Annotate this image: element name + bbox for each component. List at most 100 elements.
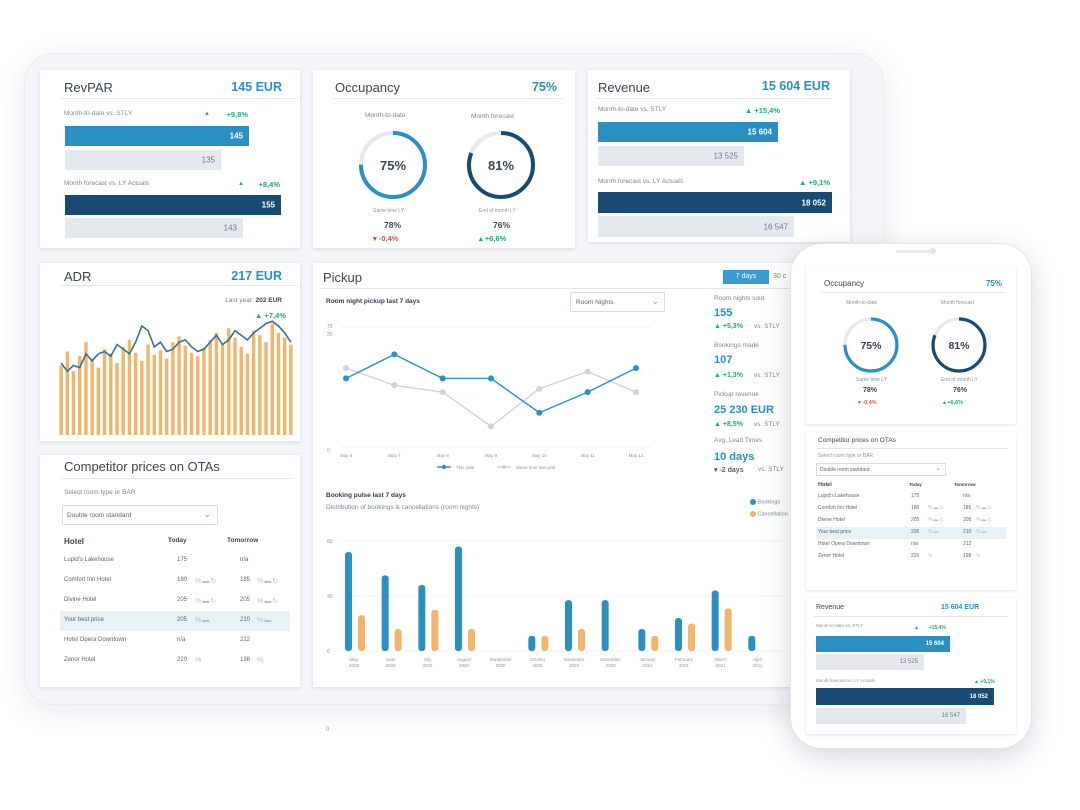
pulse-bar: [455, 546, 462, 651]
data-point: [488, 423, 494, 430]
revpar-mtd-bar[interactable]: 145: [65, 126, 249, 146]
revpar-fc-bar[interactable]: 155: [65, 195, 281, 215]
kpi-vs: vs. STLY: [754, 372, 780, 379]
booking-pulse-chart[interactable]: 80400May2020June2020July2020August2020Se…: [321, 531, 789, 683]
kpi-label: Room nights sold: [714, 295, 765, 302]
x-tick-label: November: [564, 657, 585, 662]
occ-fc-ring-text: 81%: [488, 158, 514, 173]
kpi-value: 25 230 EUR: [714, 404, 774, 416]
phone-sub2-change: ▴ +6,6%: [943, 400, 964, 406]
adr-bar: [171, 342, 175, 435]
adr-card[interactable]: ADR 217 EUR Last year: 202 EUR ▲ +7,4%: [40, 263, 300, 441]
tab-30-days[interactable]: 30 c: [773, 273, 787, 280]
data-point: [633, 365, 639, 372]
phone-occ-mtd-ring[interactable]: 75%: [841, 315, 901, 375]
adr-bar: [133, 352, 138, 435]
revenue-fc-label: Month forecast vs. LY Actuals: [598, 178, 684, 185]
table-row[interactable]: Hotel Opera Downtown n/a 212: [818, 541, 972, 547]
table-row[interactable]: Lupid's Lakehouse 175 n/a: [818, 493, 970, 499]
occ-fc-ring[interactable]: 81%: [464, 128, 538, 202]
table-row-highlight[interactable]: Your best price 205 %▬ 210 %▬: [816, 527, 1006, 539]
chevron-down-icon: ⌄: [935, 465, 941, 472]
adr-bar: [214, 332, 219, 435]
revenue-mtd-ly-bar[interactable]: 13 525: [598, 146, 744, 166]
adr-bar: [146, 344, 150, 435]
adr-bar: [196, 356, 200, 435]
pulse-bar: [528, 635, 536, 651]
adr-bar: [71, 371, 76, 435]
x-tick-label: 2020: [386, 663, 397, 668]
phone-rev-mtd-bar[interactable]: 15 604: [816, 636, 950, 652]
phone-sub2-label: End of month LY: [941, 377, 978, 383]
pulse-bar: [541, 635, 549, 651]
table-row[interactable]: Divine Hotel 205 %▬↻ 205 %▬↻: [64, 597, 280, 605]
adr-chart[interactable]: [58, 319, 294, 435]
data-point: [536, 409, 543, 416]
phone-comp-title: Competitor prices on OTAs: [818, 437, 896, 444]
phone-revenue-card[interactable]: Revenue 15 604 EUR Month-to-date vs. STL…: [806, 598, 1016, 734]
revpar-title: RevPAR: [64, 80, 113, 95]
x-tick-label: 2020: [606, 663, 617, 668]
ota-icons: %▬: [195, 617, 211, 624]
x-tick-label: May 12: [629, 453, 644, 458]
table-row-highlight[interactable]: Your best price 205 %▬ 210 %▬: [60, 611, 290, 631]
adr-bar: [115, 363, 119, 435]
tab-7-days[interactable]: 7 days: [723, 270, 769, 284]
table-row[interactable]: Lupid's Lakehouse 175 n/a: [64, 557, 249, 563]
phone-rev-value: 15 604 EUR: [941, 604, 980, 611]
phone-rev-mtd-ly-bar[interactable]: 13 525: [816, 654, 924, 670]
phone-rev-fc-ly-bar[interactable]: 16 547: [816, 708, 966, 724]
pulse-bar: [724, 608, 732, 651]
revenue-fc-ly-bar[interactable]: 16 547: [598, 216, 794, 237]
competitor-card[interactable]: Competitor prices on OTAs Select room ty…: [40, 455, 300, 687]
adr-bar: [127, 339, 132, 435]
x-tick-label: May 6: [340, 453, 353, 458]
phone-rev-fc-bar[interactable]: 18 052: [816, 688, 994, 705]
adr-bar: [227, 328, 231, 435]
competitor-title: Competitor prices on OTAs: [64, 459, 220, 474]
pickup-card[interactable]: Pickup 7 days 30 c Room night pickup las…: [313, 263, 793, 687]
revpar-mtd-label: Month-to-date vs. STLY: [64, 110, 133, 117]
revpar-fc-ly-bar[interactable]: 143: [65, 218, 243, 238]
occ-sub1-value: 78%: [384, 220, 402, 230]
revpar-card[interactable]: RevPAR 145 EUR Month-to-date vs. STLY +9…: [40, 70, 300, 248]
pulse-bar: [578, 629, 585, 651]
phone-occupancy-card[interactable]: Occupancy 75% Month-to-date Month foreca…: [806, 266, 1016, 424]
revpar-mtd-ly-bar[interactable]: 135: [65, 150, 221, 170]
x-tick-label: October: [529, 657, 546, 662]
table-row[interactable]: Zenor Hotel 220% 198%: [64, 657, 265, 664]
pulse-bar: [468, 629, 475, 651]
adr-bar: [164, 358, 169, 435]
pickup-kpis: Room nights sold 155 ▲ +5,3% vs. STLY Bo…: [714, 295, 794, 475]
phone-select-value: Double room standard: [820, 467, 870, 473]
room-type-select[interactable]: Double room standard ⌄: [62, 505, 218, 525]
occ-mtd-ring[interactable]: 75%: [356, 128, 430, 202]
table-row[interactable]: Zenor Hotel 220% 198%: [818, 553, 982, 559]
data-point: [584, 368, 591, 375]
revenue-mtd-bar[interactable]: 15 604: [598, 122, 778, 142]
x-tick-label: 2020: [459, 663, 470, 668]
x-tick-label: March: [714, 657, 727, 662]
revenue-card[interactable]: Revenue 15 604 EUR Month-to-date vs. STL…: [588, 70, 850, 242]
revenue-fc-bar[interactable]: 18 052: [598, 192, 832, 213]
adr-bar: [78, 356, 82, 435]
phone-competitor-card[interactable]: Competitor prices on OTAs Select room ty…: [806, 432, 1016, 590]
phone-occ-fc-ring[interactable]: 81%: [929, 315, 989, 375]
pulse-bar: [601, 600, 609, 651]
table-row[interactable]: Comfort Inn Hotel 180 %▬↻ 185 %▬↻: [64, 577, 280, 585]
revenue-mtd-change: ▲ +15,4%: [744, 106, 780, 115]
table-row[interactable]: Divine Hotel 205 %▬↻ 205 %▬↻: [818, 517, 993, 523]
table-row[interactable]: Comfort Inn Hotel 180 %▬↻ 185 %▬↻: [818, 505, 993, 511]
phone-room-type-select[interactable]: Double room standard ⌄: [816, 463, 946, 476]
room-nights-select[interactable]: Room Nights ⌄: [570, 292, 665, 312]
kpi-change: ▲ +1,3%: [714, 372, 743, 379]
kpi-change: ▾ -2 days: [714, 467, 744, 474]
occupancy-card[interactable]: Occupancy 75% Month-to-date Month foreca…: [313, 70, 575, 248]
y-tick-label: 20: [327, 332, 333, 338]
table-row[interactable]: Hotel Opera Downtown n/a 212: [64, 637, 251, 643]
x-tick-label: 2020: [496, 663, 507, 668]
ota-icons: %▬↻: [257, 578, 280, 585]
phone-occ-fc-label: Month forecast: [941, 300, 975, 306]
legend-bookings: Bookings: [750, 499, 780, 505]
pickup-line-chart[interactable]: 70 20 0 May 6 May 7 May 8 May 9 May 10 May 11 May…: [321, 317, 669, 473]
